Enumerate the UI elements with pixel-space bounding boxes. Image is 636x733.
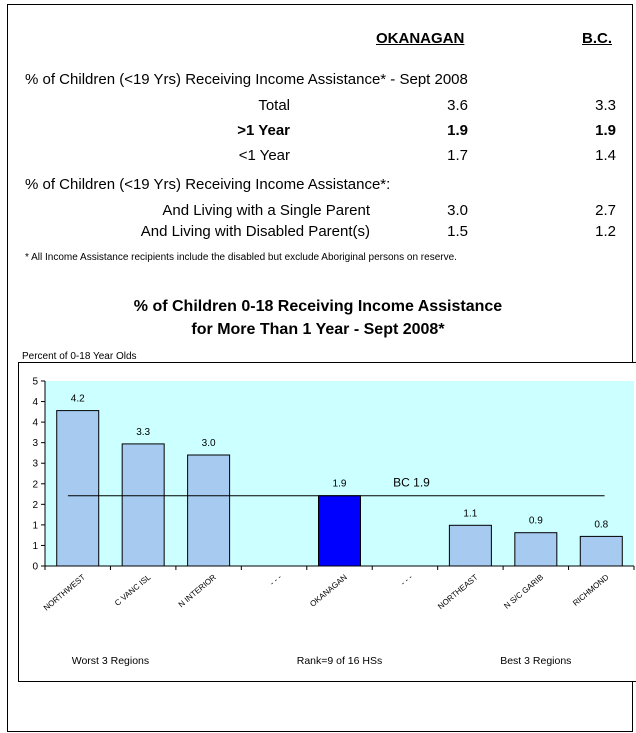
y-axis-label: Percent of 0-18 Year Olds xyxy=(22,351,137,362)
category-label: C VANC ISL xyxy=(113,572,153,607)
y-tick-label: 1 xyxy=(32,541,38,552)
y-tick-label: 3 xyxy=(32,438,38,449)
category-label: NORTHEAST xyxy=(436,573,480,612)
bc-value: 1.4 xyxy=(595,147,616,164)
bar xyxy=(187,454,231,567)
bc-value: 1.9 xyxy=(595,122,616,139)
y-tick-label: 4 xyxy=(32,418,38,429)
column-header-bc: B.C. xyxy=(582,30,612,47)
category-label: - - - xyxy=(399,572,415,587)
bc-reference-label: BC 1.9 xyxy=(393,476,430,490)
bar xyxy=(514,532,558,567)
bar xyxy=(318,495,361,567)
bar-value-label: 0.9 xyxy=(529,516,543,527)
bar xyxy=(579,535,623,567)
section-title-2: % of Children (<19 Yrs) Receiving Income… xyxy=(25,176,391,193)
bar xyxy=(56,410,100,567)
category-label: - - - xyxy=(268,572,284,587)
y-tick-label: 2 xyxy=(32,500,38,511)
category-label: OKANAGAN xyxy=(308,572,349,608)
row-label: Total xyxy=(258,97,290,114)
okanagan-value: 1.5 xyxy=(447,223,468,240)
y-tick-label: 3 xyxy=(32,459,38,470)
y-tick-label: 2 xyxy=(32,479,38,490)
y-tick-label: 4 xyxy=(32,397,38,408)
bar-value-label: 4.2 xyxy=(71,394,85,405)
y-tick-label: 5 xyxy=(32,377,38,388)
row-label: And Living with a Single Parent xyxy=(162,202,370,219)
okanagan-value: 1.7 xyxy=(447,147,468,164)
category-label: N S/C GARIB xyxy=(502,573,545,611)
bar-value-label: 0.8 xyxy=(594,519,608,530)
bc-value: 2.7 xyxy=(595,202,616,219)
category-label: RICHMOND xyxy=(571,572,611,607)
section-title-1: % of Children (<19 Yrs) Receiving Income… xyxy=(25,71,468,88)
okanagan-value: 1.9 xyxy=(447,122,468,139)
bar xyxy=(448,524,492,567)
bar-value-label: 1.1 xyxy=(463,508,477,519)
row-label: <1 Year xyxy=(238,147,290,164)
bar-value-label: 1.9 xyxy=(333,479,347,490)
bc-value: 1.2 xyxy=(595,223,616,240)
group-label: Best 3 Regions xyxy=(500,655,571,667)
chart-title-line-2: for More Than 1 Year - Sept 2008* xyxy=(191,321,445,338)
bar-value-label: 3.0 xyxy=(202,438,216,449)
y-tick-label: 1 xyxy=(32,520,38,531)
bar xyxy=(121,443,165,567)
chart-title: % of Children 0-18 Receiving Income Assi… xyxy=(0,295,636,341)
y-tick-label: 0 xyxy=(32,562,38,573)
group-label: Worst 3 Regions xyxy=(72,655,149,667)
bc-value: 3.3 xyxy=(595,97,616,114)
okanagan-value: 3.0 xyxy=(447,202,468,219)
category-label: NORTHWEST xyxy=(42,573,87,613)
footnote: * All Income Assistance recipients inclu… xyxy=(25,252,457,263)
chart-title-line-1: % of Children 0-18 Receiving Income Assi… xyxy=(133,298,503,315)
row-label: >1 Year xyxy=(237,122,290,139)
bar-value-label: 3.3 xyxy=(136,427,150,438)
column-header-okanagan: OKANAGAN xyxy=(376,30,465,47)
row-label: And Living with Disabled Parent(s) xyxy=(140,223,370,240)
group-label: Rank=9 of 16 HSs xyxy=(297,655,383,667)
okanagan-value: 3.6 xyxy=(447,97,468,114)
category-label: N INTERIOR xyxy=(177,573,218,610)
